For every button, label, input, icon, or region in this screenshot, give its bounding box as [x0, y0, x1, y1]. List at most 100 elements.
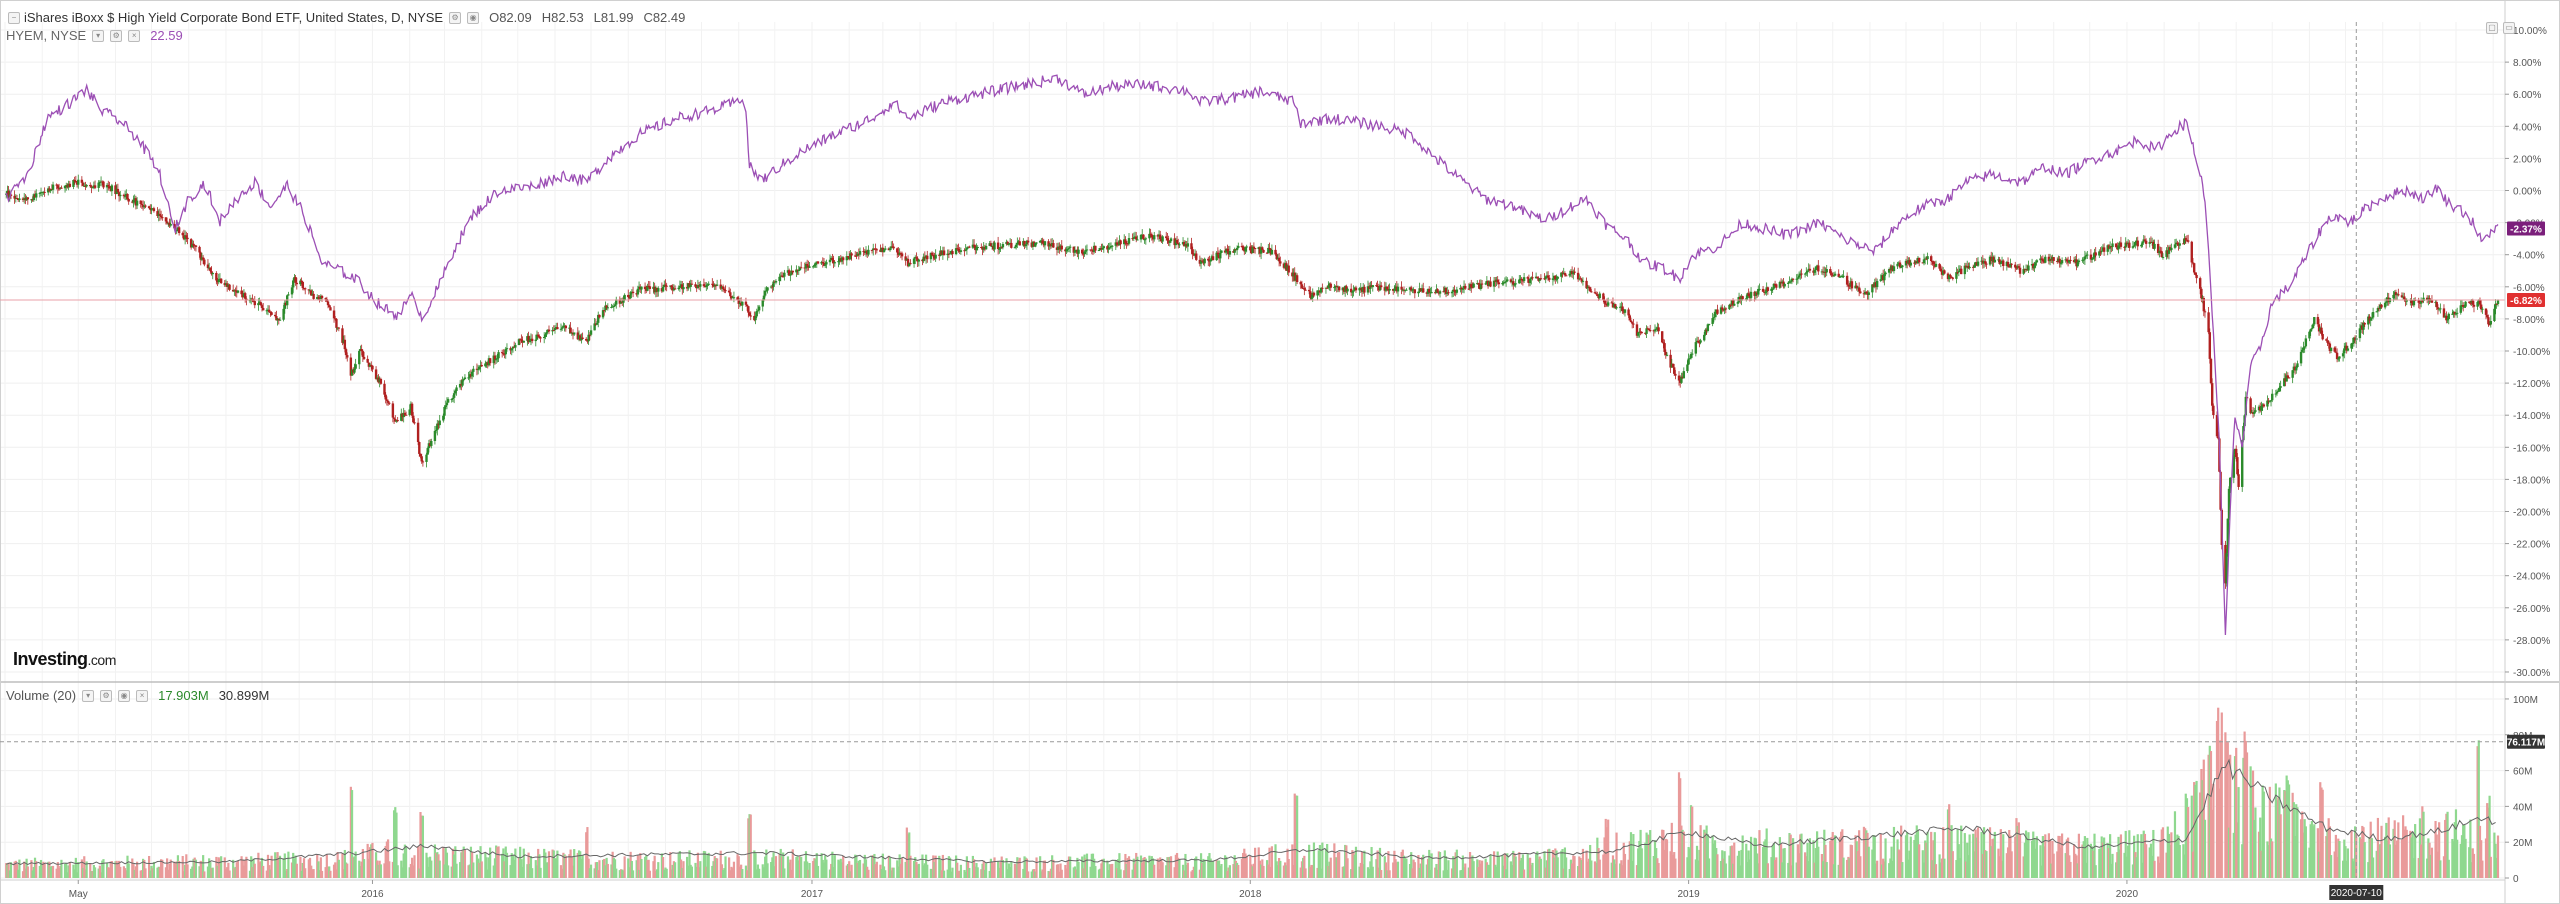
volume-bar [1897, 849, 1900, 878]
volume-bar [663, 869, 666, 878]
visibility-icon[interactable]: ◉ [118, 689, 131, 702]
visibility-icon[interactable]: ◉ [467, 11, 480, 24]
candle-body [1699, 340, 1702, 343]
close-icon[interactable]: × [136, 689, 149, 702]
candle-body [783, 272, 786, 277]
candle-body [1142, 234, 1145, 240]
volume-bar [552, 850, 555, 878]
volume-bar [1980, 831, 1983, 878]
candle-body [2285, 375, 2288, 382]
volume-bar [371, 842, 374, 878]
volume-bar [816, 865, 820, 878]
candle-body [705, 285, 708, 287]
volume-bar [1108, 864, 1111, 878]
volume-bar [1199, 853, 1203, 878]
volume-bar [1043, 860, 1047, 878]
volume-bar [2075, 855, 2078, 878]
candle-body [438, 420, 441, 426]
candle-body [1125, 243, 1128, 245]
candle-body [2326, 340, 2329, 343]
collapse-icon[interactable]: − [8, 11, 20, 24]
candle-body [2161, 256, 2165, 258]
volume-bar [571, 865, 575, 878]
volume-bar [1010, 861, 1013, 878]
candle-body [1161, 236, 1164, 242]
candle-body [354, 364, 357, 369]
candle-body [1842, 275, 1845, 277]
candle-body [2309, 329, 2312, 332]
candle-body [2116, 247, 2119, 250]
candle-body [2064, 259, 2067, 261]
volume-bar [719, 850, 722, 878]
candle-body [1695, 340, 1699, 343]
volume-bar [950, 871, 953, 878]
candle-body [1562, 273, 1565, 275]
volume-bar [379, 864, 382, 878]
candle-body [240, 290, 243, 295]
volume-bar [1763, 841, 1766, 878]
volume-bar [80, 859, 83, 878]
volume-bar [1066, 860, 1069, 878]
volume-bar [1940, 858, 1944, 878]
settings-icon[interactable]: ⚙ [449, 11, 462, 24]
candle-body [2487, 317, 2490, 325]
candle-body [1118, 240, 1121, 246]
dropdown-icon[interactable]: ▾ [82, 689, 95, 702]
candle-body [1076, 249, 1079, 254]
candle-body [968, 246, 971, 248]
candle-body [342, 339, 345, 343]
candle-body [1539, 278, 1543, 280]
volume-bar [1514, 856, 1517, 878]
candle-body [635, 293, 638, 295]
volume-bar [1232, 864, 1235, 878]
volume-bar [2041, 836, 2044, 878]
candle-body [209, 267, 212, 272]
candle-body [225, 283, 229, 287]
settings-icon[interactable]: ⚙ [110, 29, 123, 42]
volume-bar [2368, 837, 2371, 878]
candle-body [1084, 249, 1087, 252]
maximize-icon[interactable]: ▢ [2486, 22, 2498, 34]
volume-bar [1396, 861, 1400, 878]
compare-line-path [5, 74, 2499, 636]
volume-bar [679, 859, 683, 878]
candle-body [2427, 298, 2430, 301]
candle-body [1277, 257, 1281, 262]
settings-icon[interactable]: ⚙ [100, 689, 113, 702]
volume-bar [764, 856, 767, 878]
volume-bar [570, 856, 573, 878]
volume-bar [461, 850, 464, 878]
volume-bar [2227, 827, 2231, 878]
volume-bar [2195, 780, 2198, 878]
volume-bar [872, 855, 875, 878]
candle-body [2184, 238, 2187, 240]
candle-body [527, 336, 530, 343]
volume-bar [475, 854, 479, 878]
candle-body [2375, 311, 2378, 313]
volume-bar [1085, 853, 1089, 878]
candle-body [530, 338, 534, 342]
volume-bar [631, 870, 635, 878]
volume-bar [1412, 859, 1415, 878]
candle-body [488, 358, 492, 364]
volume-bar [1646, 834, 1649, 878]
candle-body [282, 308, 285, 320]
candle-body [2224, 544, 2227, 584]
candle-body [1765, 287, 1768, 292]
dropdown-icon[interactable]: ▾ [92, 29, 105, 42]
volume-bar [946, 869, 949, 878]
volume-bar [1354, 846, 1358, 878]
candle-body [2370, 317, 2374, 319]
candle-body [564, 325, 568, 329]
volume-bar [1417, 855, 1420, 878]
close-icon[interactable]: × [128, 29, 141, 42]
volume-bar [1806, 842, 1809, 878]
volume-bar [706, 854, 709, 878]
candle-body [880, 247, 883, 252]
restore-icon[interactable]: ▭ [2503, 22, 2515, 34]
volume-bar [1117, 859, 1120, 878]
compare-header: HYEM, NYSE ▾ ⚙ × 22.59 [6, 28, 183, 43]
candle-body [939, 250, 942, 256]
candle-body [1594, 293, 1598, 295]
volume-bar [1350, 869, 1353, 878]
